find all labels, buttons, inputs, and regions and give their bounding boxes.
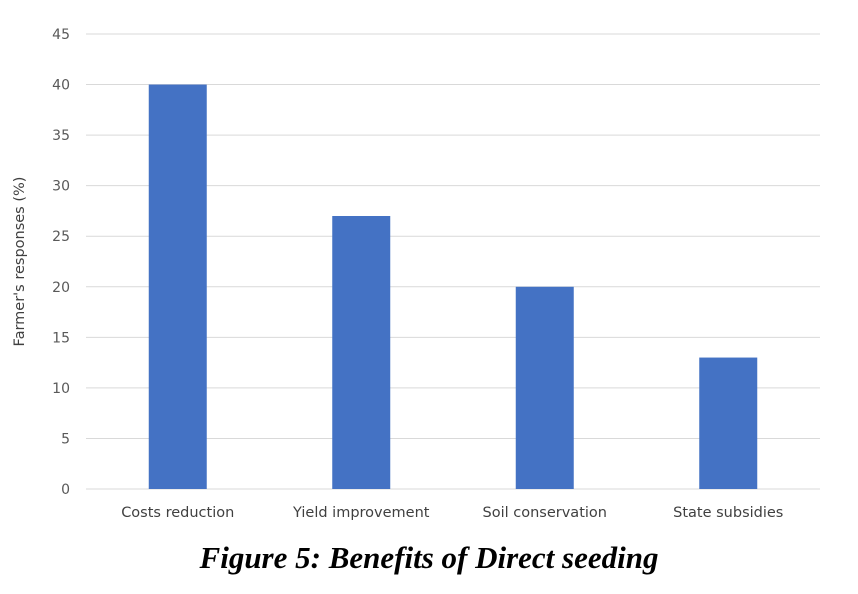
y-axis-tick-labels: 0 5 10 15 20 25 30 35 40 45: [52, 27, 70, 498]
x-category-label: Soil conservation: [483, 505, 607, 521]
y-tick-label: 30: [52, 179, 70, 195]
y-tick-label: 10: [52, 381, 70, 397]
x-category-label: Costs reduction: [121, 505, 234, 521]
bars: [148, 84, 758, 490]
x-category-label: State subsidies: [673, 505, 783, 521]
figure-caption: Figure 5: Benefits of Direct seeding: [199, 540, 659, 575]
y-tick-label: 35: [52, 128, 70, 144]
y-tick-label: 40: [52, 78, 70, 94]
y-tick-label: 25: [52, 229, 70, 245]
bar-chart: 0 5 10 15 20 25 30 35 40 45 Costs reduction Yield …: [12, 27, 820, 521]
y-axis-title: Farmer's responses (%): [12, 177, 28, 347]
bar-costs-reduction: [148, 84, 207, 490]
y-tick-label: 5: [61, 431, 70, 447]
y-tick-label: 20: [52, 280, 70, 296]
y-tick-label: 15: [52, 330, 70, 346]
x-category-label: Yield improvement: [292, 505, 430, 521]
x-axis-category-labels: Costs reduction Yield improvement Soil con…: [121, 505, 783, 521]
bar-soil-conservation: [515, 286, 574, 489]
bar-state-subsidies: [699, 357, 758, 489]
y-tick-label: 45: [52, 27, 70, 43]
y-tick-label: 0: [61, 482, 70, 498]
bar-yield-improvement: [332, 216, 391, 489]
gridlines: [86, 33, 820, 490]
